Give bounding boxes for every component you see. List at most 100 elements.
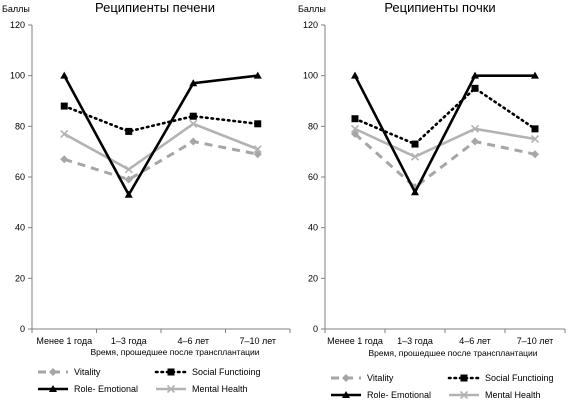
- data-point: [411, 188, 419, 196]
- legend-item: Vitality: [38, 367, 101, 377]
- legend-swatch-marker: [342, 391, 350, 398]
- y-tick-label: 120: [303, 20, 318, 30]
- legend-swatch-marker: [459, 390, 469, 400]
- x-axis-label: Время, прошедшее после трансплантации: [90, 347, 259, 357]
- chart-panel-1: Реципиенты печени Баллы 0 20 40 60 80 100 120 Мен…: [2, 0, 291, 394]
- series-vitality: [60, 137, 262, 184]
- y-tick-label: 100: [303, 71, 318, 81]
- data-point: [189, 119, 198, 128]
- chart-panel-2: Реципиенты почки Баллы 0 20 40 60 80 100 120 Мене…: [298, 0, 566, 400]
- data-point: [351, 71, 359, 79]
- legend-item: Role- Emotional: [331, 390, 431, 400]
- x-tick-label: 7–10 лет: [239, 336, 276, 346]
- legend-item: Social Functioing: [154, 367, 261, 377]
- data-point: [124, 175, 133, 184]
- legend-label: Social Functioing: [485, 373, 554, 383]
- series-social-functioing: [60, 102, 262, 135]
- x-axis-label: Время, прошедшее после трансплантации: [368, 348, 537, 358]
- data-point: [531, 150, 539, 159]
- legend-item: Vitality: [331, 373, 394, 383]
- legend-label: Mental Health: [192, 384, 248, 394]
- legend-label: Role- Emotional: [367, 390, 431, 400]
- series-mental-health: [350, 124, 540, 161]
- data-point: [189, 137, 198, 146]
- series-line: [63, 122, 259, 171]
- series-line: [354, 132, 536, 190]
- y-tick-label: 0: [20, 324, 25, 334]
- data-point: [60, 155, 69, 164]
- data-point: [124, 165, 133, 174]
- y-tick-label: 20: [308, 273, 318, 283]
- legend: Vitality Social Functioing Role- Emotional…: [331, 373, 554, 400]
- y-tick-label: 80: [308, 121, 318, 131]
- legend: Vitality Social Functioing Role- Emotional…: [38, 367, 261, 394]
- series-line: [62, 104, 260, 133]
- series-role-emotional: [351, 71, 539, 196]
- data-point: [125, 127, 133, 135]
- data-point: [60, 129, 69, 138]
- legend-swatch-marker: [166, 384, 176, 394]
- series-line: [63, 139, 259, 182]
- series-line: [353, 74, 535, 196]
- x-tick-label: 1–3 года: [397, 336, 433, 346]
- y-tick-label: 40: [308, 223, 318, 233]
- legend-item: Mental Health: [449, 390, 541, 400]
- chart-title: Реципиенты почки: [384, 0, 495, 15]
- y-tick-label: 80: [15, 121, 25, 131]
- x-tick-label: 4–6 лет: [177, 336, 209, 346]
- x-tick-label: 1–3 года: [111, 336, 147, 346]
- y-tick-label: 0: [313, 324, 318, 334]
- chart-title: Реципиенты печени: [95, 0, 215, 15]
- data-point: [471, 84, 479, 92]
- x-tick-label: Менее 1 года: [36, 336, 92, 346]
- data-point: [189, 112, 197, 120]
- x-tick-label: 4–6 лет: [459, 336, 491, 346]
- legend-swatch-marker: [167, 368, 175, 376]
- legend-item: Social Functioing: [447, 373, 554, 383]
- legend-swatch-marker: [460, 374, 468, 382]
- data-point: [470, 124, 480, 133]
- data-point: [410, 152, 420, 161]
- legend-label: Vitality: [74, 367, 101, 377]
- y-tick-label: 20: [15, 273, 25, 283]
- data-point: [60, 71, 69, 79]
- data-point: [60, 102, 68, 110]
- data-point: [531, 125, 539, 133]
- y-tick-label: 120: [10, 20, 25, 30]
- legend-label: Vitality: [367, 373, 394, 383]
- series-role-emotional: [60, 71, 262, 198]
- y-tick-label: 100: [10, 71, 25, 81]
- y-tick-label: 60: [308, 172, 318, 182]
- legend-label: Role- Emotional: [74, 384, 138, 394]
- y-axis-label: Баллы: [298, 4, 326, 14]
- x-tick-label: 7–10 лет: [517, 336, 554, 346]
- data-point: [530, 134, 540, 144]
- legend-item: Mental Health: [156, 384, 248, 394]
- data-point: [254, 120, 262, 128]
- data-point: [350, 124, 360, 133]
- legend-swatch-marker: [49, 368, 57, 376]
- data-point: [253, 145, 262, 154]
- data-point: [531, 71, 539, 79]
- legend-item: Role- Emotional: [38, 384, 138, 394]
- series-line: [63, 74, 258, 198]
- legend-swatch-marker: [342, 374, 350, 382]
- data-point: [471, 137, 479, 146]
- data-point: [471, 71, 479, 79]
- x-tick-label: Менее 1 года: [327, 336, 383, 346]
- legend-swatch-marker: [49, 385, 57, 392]
- data-point: [253, 71, 262, 79]
- y-tick-label: 40: [15, 223, 25, 233]
- data-point: [351, 115, 359, 123]
- y-axis-label: Баллы: [2, 4, 30, 14]
- y-tick-label: 60: [15, 172, 25, 182]
- series-social-functioing: [351, 84, 539, 148]
- data-point: [124, 190, 133, 198]
- series-mental-health: [60, 119, 262, 174]
- data-point: [189, 79, 198, 87]
- legend-label: Social Functioing: [192, 367, 261, 377]
- data-point: [411, 140, 419, 148]
- series-line: [354, 127, 536, 159]
- legend-label: Mental Health: [485, 390, 541, 400]
